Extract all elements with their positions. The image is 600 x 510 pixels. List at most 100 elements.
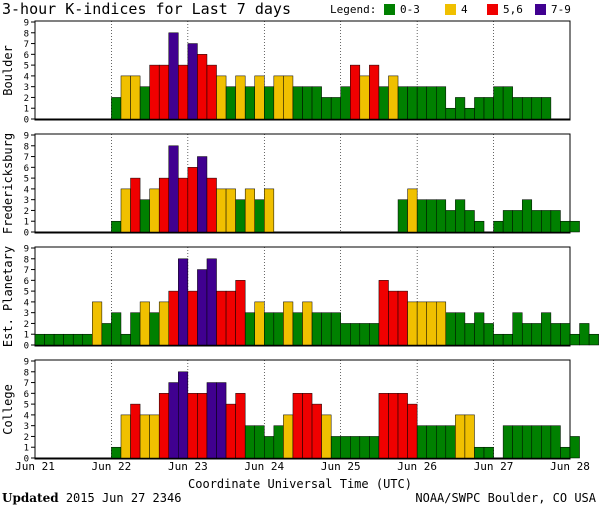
bar <box>560 323 571 346</box>
bar <box>426 425 437 459</box>
y-tick-label: 1 <box>24 331 29 341</box>
bar <box>397 199 408 233</box>
bar <box>416 301 427 346</box>
legend-swatch-3 <box>535 4 546 15</box>
bar <box>445 312 456 346</box>
bar <box>111 97 122 120</box>
bar <box>197 393 208 459</box>
bar <box>292 86 303 120</box>
bar <box>292 393 303 459</box>
bar <box>330 97 341 120</box>
bar <box>149 414 160 459</box>
bar <box>168 382 179 459</box>
y-tick-label: 4 <box>24 72 29 82</box>
bar <box>120 333 131 346</box>
bar <box>541 97 552 120</box>
bar <box>158 177 169 233</box>
bar <box>445 425 456 459</box>
x-axis-ticks: Jun 21 Jun 22 Jun 23 Jun 24 Jun 25 Jun 26 Jun … <box>15 460 590 473</box>
bar <box>340 436 351 459</box>
bar <box>483 446 494 459</box>
y-tick-label: 7 <box>24 379 29 389</box>
bar <box>168 145 179 233</box>
bar <box>369 436 380 459</box>
bar <box>216 75 227 120</box>
bar <box>512 425 523 459</box>
y-tick-label: 5 <box>24 401 29 411</box>
bar <box>264 436 275 459</box>
bar <box>264 312 275 346</box>
bar <box>292 312 303 346</box>
legend: Legend: 0-3 4 5,6 7-9 <box>330 3 571 16</box>
bar <box>178 64 189 120</box>
bar <box>244 312 255 346</box>
bar <box>474 220 485 233</box>
bar <box>579 323 590 346</box>
y-tick-label: 6 <box>24 390 29 400</box>
bar <box>541 210 552 233</box>
bar <box>120 414 131 459</box>
bar <box>350 323 361 346</box>
bar <box>569 436 580 459</box>
bar <box>483 323 494 346</box>
y-tick-label: 0 <box>24 116 29 126</box>
bar <box>464 107 475 120</box>
y-tick-label: 0 <box>24 229 29 239</box>
bar <box>254 425 265 459</box>
bar <box>340 86 351 120</box>
y-tick-label: 1 <box>24 105 29 115</box>
bar <box>464 414 475 459</box>
bar <box>168 32 179 120</box>
bar <box>302 301 313 346</box>
bar <box>378 393 389 459</box>
bar <box>436 199 447 233</box>
bar <box>158 64 169 120</box>
bar <box>493 333 504 346</box>
bar <box>521 97 533 120</box>
panel-frame <box>34 133 571 234</box>
x-tick-label: Jun 26 <box>397 460 437 473</box>
x-tick-label: Jun 22 <box>92 460 132 473</box>
bar <box>197 156 208 233</box>
bar <box>512 312 523 346</box>
y-tick-label: 3 <box>24 196 29 206</box>
x-tick-label: Jun 24 <box>244 460 284 473</box>
bar <box>149 188 160 233</box>
bar <box>34 333 45 346</box>
bar <box>502 210 513 233</box>
bar <box>474 312 485 346</box>
bar <box>111 446 122 459</box>
bar <box>426 301 437 346</box>
bar <box>541 425 552 459</box>
bar <box>149 312 160 346</box>
bar <box>455 199 466 233</box>
bar <box>493 220 504 233</box>
bar <box>569 220 580 233</box>
bar <box>139 86 150 120</box>
bar <box>158 393 169 459</box>
bar <box>82 333 93 346</box>
chart-title: 3-hour K-indices for Last 7 days <box>2 0 291 18</box>
legend-entry-3: 7-9 <box>551 3 571 16</box>
bar <box>225 290 236 346</box>
y-tick-label: 3 <box>24 422 29 432</box>
bar <box>340 323 351 346</box>
x-tick-label: Jun 27 <box>474 460 514 473</box>
bar <box>531 97 542 120</box>
bar <box>321 97 332 120</box>
bar <box>283 75 294 120</box>
bar <box>311 403 322 459</box>
bar <box>521 425 533 459</box>
station-label: Est. Planetary <box>1 246 15 347</box>
bar <box>455 97 466 120</box>
bar <box>378 86 389 120</box>
bar <box>254 75 265 120</box>
legend-entry-1: 4 <box>461 3 468 16</box>
updated-line: Updated 2015 Jun 27 2346 <box>2 491 181 505</box>
bar <box>216 290 227 346</box>
bar <box>139 199 150 233</box>
y-tick-label: 8 <box>24 368 29 378</box>
